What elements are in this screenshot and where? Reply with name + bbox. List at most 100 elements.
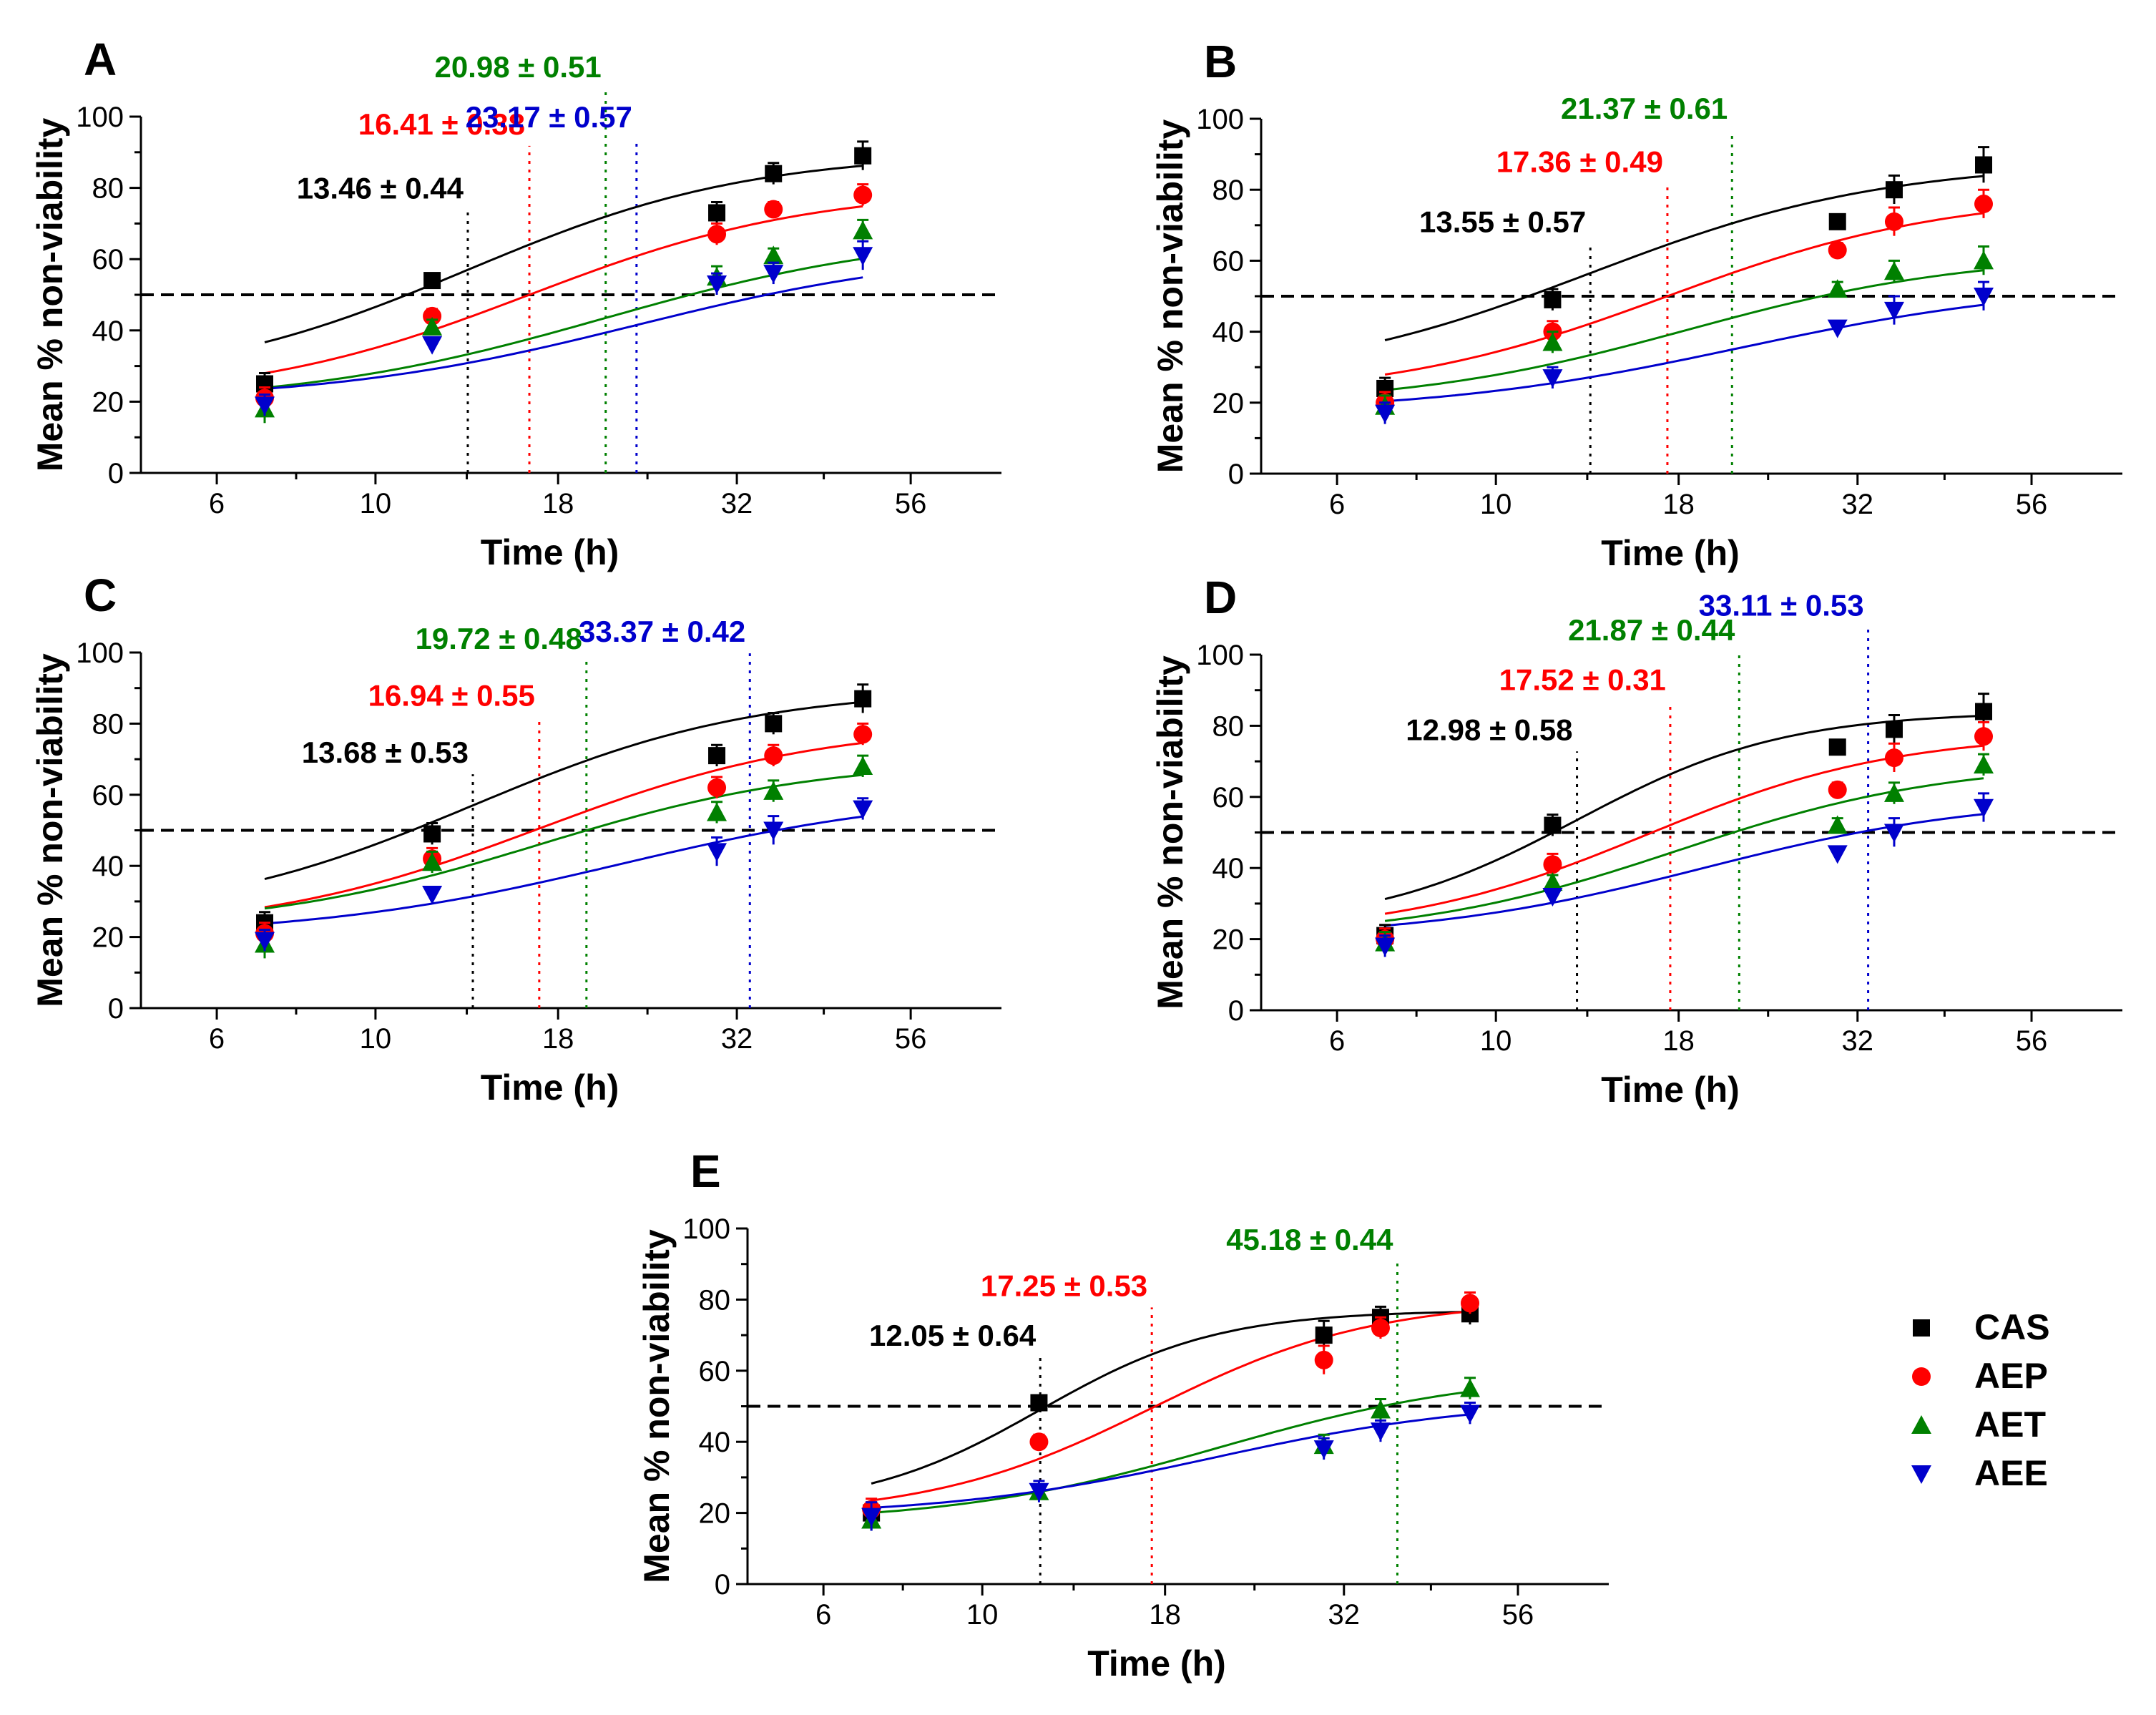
point-cas bbox=[1885, 720, 1903, 738]
point-aet bbox=[1370, 1399, 1391, 1419]
point-aee bbox=[1313, 1440, 1334, 1460]
point-aee bbox=[1029, 1482, 1049, 1502]
point-aee bbox=[255, 396, 275, 416]
fit-curve-aep bbox=[264, 205, 863, 375]
fit-curve-aet bbox=[871, 1390, 1471, 1514]
y-tick-label: 20 bbox=[1212, 924, 1245, 956]
point-cas bbox=[1828, 212, 1846, 230]
y-tick-label: 20 bbox=[92, 922, 124, 954]
y-axis-title: Mean % non-viability bbox=[1150, 655, 1190, 1010]
point-aet bbox=[422, 852, 443, 871]
legend-label-aee: AEE bbox=[1974, 1453, 2048, 1493]
point-aep bbox=[707, 778, 727, 797]
point-aet bbox=[763, 781, 784, 800]
x-axis-title: Time (h) bbox=[1601, 1070, 1740, 1110]
annotation-label-aet: 20.98 ± 0.51 bbox=[434, 50, 601, 84]
point-cas bbox=[765, 165, 783, 182]
point-aep bbox=[1974, 195, 1994, 214]
point-cas bbox=[708, 747, 726, 765]
y-tick-label: 0 bbox=[1228, 995, 1244, 1027]
x-tick-label: 6 bbox=[815, 1599, 831, 1631]
legend-label-aep: AEP bbox=[1974, 1356, 2048, 1396]
panel-letter: E bbox=[690, 1145, 721, 1197]
point-aep bbox=[764, 200, 783, 219]
y-tick-label: 80 bbox=[1212, 175, 1245, 206]
y-tick-label: 60 bbox=[1212, 782, 1245, 813]
x-tick-label: 56 bbox=[1502, 1599, 1534, 1631]
point-aee bbox=[1542, 887, 1563, 907]
y-tick-label: 40 bbox=[1212, 853, 1245, 884]
point-cas bbox=[1885, 181, 1903, 199]
y-tick-label: 40 bbox=[1212, 317, 1245, 348]
y-tick-label: 80 bbox=[92, 173, 124, 205]
point-cas bbox=[1030, 1394, 1048, 1412]
y-tick-label: 80 bbox=[1212, 710, 1245, 742]
point-aee bbox=[1827, 319, 1848, 338]
fit-curve-aep bbox=[264, 741, 863, 909]
y-axis-title: Mean % non-viability bbox=[30, 653, 70, 1007]
point-aee bbox=[1974, 288, 1994, 306]
x-tick-label: 18 bbox=[1662, 489, 1695, 520]
point-aep bbox=[1543, 855, 1562, 874]
point-aee bbox=[1827, 845, 1848, 864]
panel-letter: D bbox=[1204, 572, 1237, 623]
panel-B: 0 20 40 60 80 100 6 10 18 32 56 Time (h) Mean % non-… bbox=[1150, 36, 2122, 573]
legend-label-cas: CAS bbox=[1974, 1307, 2050, 1347]
point-aet bbox=[1827, 279, 1848, 298]
point-cas bbox=[1975, 703, 1993, 720]
y-tick-label: 100 bbox=[1196, 640, 1244, 671]
panel-letter: B bbox=[1204, 36, 1237, 87]
point-aep bbox=[853, 185, 873, 205]
fit-curve-aep bbox=[871, 1310, 1471, 1502]
fit-curve-aee bbox=[1384, 813, 1984, 927]
point-aep bbox=[1371, 1319, 1390, 1338]
fit-curve-aep bbox=[1384, 744, 1984, 915]
x-axis-title: Time (h) bbox=[1087, 1643, 1226, 1684]
point-cas bbox=[854, 690, 872, 708]
y-tick-label: 0 bbox=[108, 458, 124, 489]
point-aet bbox=[853, 220, 873, 240]
x-tick-label: 10 bbox=[1480, 489, 1512, 520]
x-tick-label: 6 bbox=[1329, 1025, 1345, 1057]
fit-curve-aee bbox=[871, 1413, 1471, 1509]
point-aep bbox=[707, 225, 727, 244]
point-aet bbox=[1883, 261, 1904, 280]
y-tick-label: 20 bbox=[92, 386, 124, 418]
point-aet bbox=[707, 802, 727, 821]
panel-E: 0 20 40 60 80 100 6 10 18 32 56 Time (h) Mean % non-… bbox=[637, 1145, 1609, 1684]
fit-curve-cas bbox=[264, 165, 863, 343]
panel-C: 0 20 40 60 80 100 6 10 18 32 56 Time (h) Mean % non-… bbox=[30, 570, 1001, 1108]
point-aee bbox=[707, 843, 727, 862]
point-cas bbox=[765, 715, 783, 733]
fit-curve-aet bbox=[264, 773, 863, 910]
annotation-label-aep: 17.52 ± 0.31 bbox=[1499, 663, 1666, 697]
y-tick-label: 0 bbox=[715, 1569, 730, 1601]
point-aet bbox=[763, 245, 784, 265]
annotation-label-aee: 23.17 ± 0.57 bbox=[466, 100, 632, 134]
annotation-label-aee: 33.37 ± 0.42 bbox=[579, 615, 745, 648]
point-aee bbox=[1375, 404, 1396, 424]
point-aee bbox=[1370, 1422, 1391, 1442]
y-tick-label: 40 bbox=[92, 851, 124, 882]
point-cas bbox=[423, 272, 441, 290]
point-cas bbox=[1315, 1326, 1333, 1344]
point-aep bbox=[1884, 748, 1903, 768]
point-aet bbox=[1974, 250, 1994, 270]
point-aep bbox=[764, 746, 783, 766]
x-tick-label: 56 bbox=[895, 488, 927, 519]
fit-curve-aee bbox=[264, 815, 863, 925]
annotation-label-aet: 21.87 ± 0.44 bbox=[1568, 613, 1735, 647]
y-axis-title: Mean % non-viability bbox=[1150, 119, 1190, 474]
fit-curve-cas bbox=[1384, 175, 1984, 341]
fit-curve-aee bbox=[264, 276, 863, 390]
point-aep bbox=[423, 306, 442, 326]
panel-A: 0 20 40 60 80 100 6 10 18 32 56 Time (h) Mean % non-… bbox=[30, 34, 1001, 572]
point-aep bbox=[1828, 240, 1847, 260]
x-tick-label: 18 bbox=[542, 1023, 574, 1055]
point-aep bbox=[1461, 1294, 1480, 1313]
x-tick-label: 32 bbox=[1842, 489, 1874, 520]
annotation-label-aet: 21.37 ± 0.61 bbox=[1561, 92, 1728, 125]
point-aee bbox=[255, 932, 275, 951]
annotation-label-aep: 17.36 ± 0.49 bbox=[1496, 145, 1663, 178]
y-tick-label: 60 bbox=[699, 1356, 731, 1387]
